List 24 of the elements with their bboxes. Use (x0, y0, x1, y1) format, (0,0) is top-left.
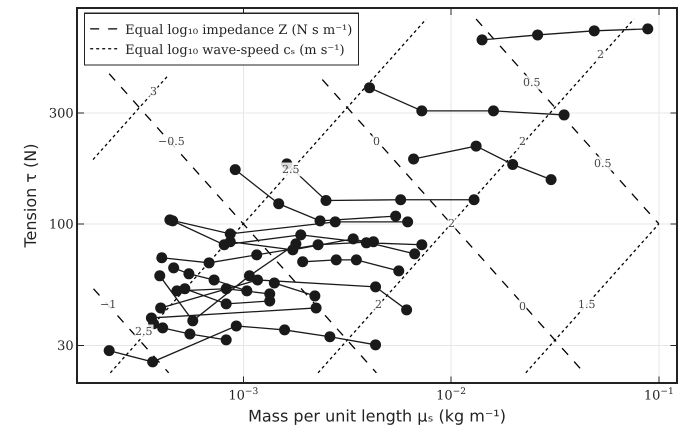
annotation: 2 (448, 217, 455, 230)
annotation: 0.5 (594, 157, 612, 170)
annotation: 2.5 (135, 325, 152, 338)
annotation: 2 (375, 298, 382, 311)
annotation: 2 (597, 48, 604, 61)
x-tick-label: 10$^{−1}$ (644, 386, 674, 404)
annotation: 2 (519, 135, 526, 148)
annotation: 0 (519, 300, 526, 313)
annotation: 2.5 (282, 163, 300, 176)
legend-label: Equal log₁₀ wave-speed cₛ (m s⁻¹) (125, 42, 345, 58)
annotation: −0.5 (158, 135, 185, 148)
x-axis-title: Mass per unit length μₛ (kg m⁻¹) (248, 406, 506, 426)
x-tick-label: 10$^{−2}$ (436, 386, 466, 404)
annotation: 0 (373, 135, 380, 148)
annotation: −1 (100, 298, 116, 311)
y-axis-title: Tension τ (N) (21, 143, 40, 249)
y-tick-label: 100 (48, 217, 74, 232)
annotation: 1.5 (578, 298, 596, 311)
x-tick-label: 10$^{−3}$ (228, 386, 259, 404)
y-tick-label: 30 (57, 339, 74, 354)
y-tick-label: 300 (48, 106, 74, 122)
annotation: 3 (150, 85, 157, 98)
legend-label: Equal log₁₀ impedance Z (N s m⁻¹) (125, 22, 352, 38)
annotation: 0.5 (523, 76, 540, 89)
